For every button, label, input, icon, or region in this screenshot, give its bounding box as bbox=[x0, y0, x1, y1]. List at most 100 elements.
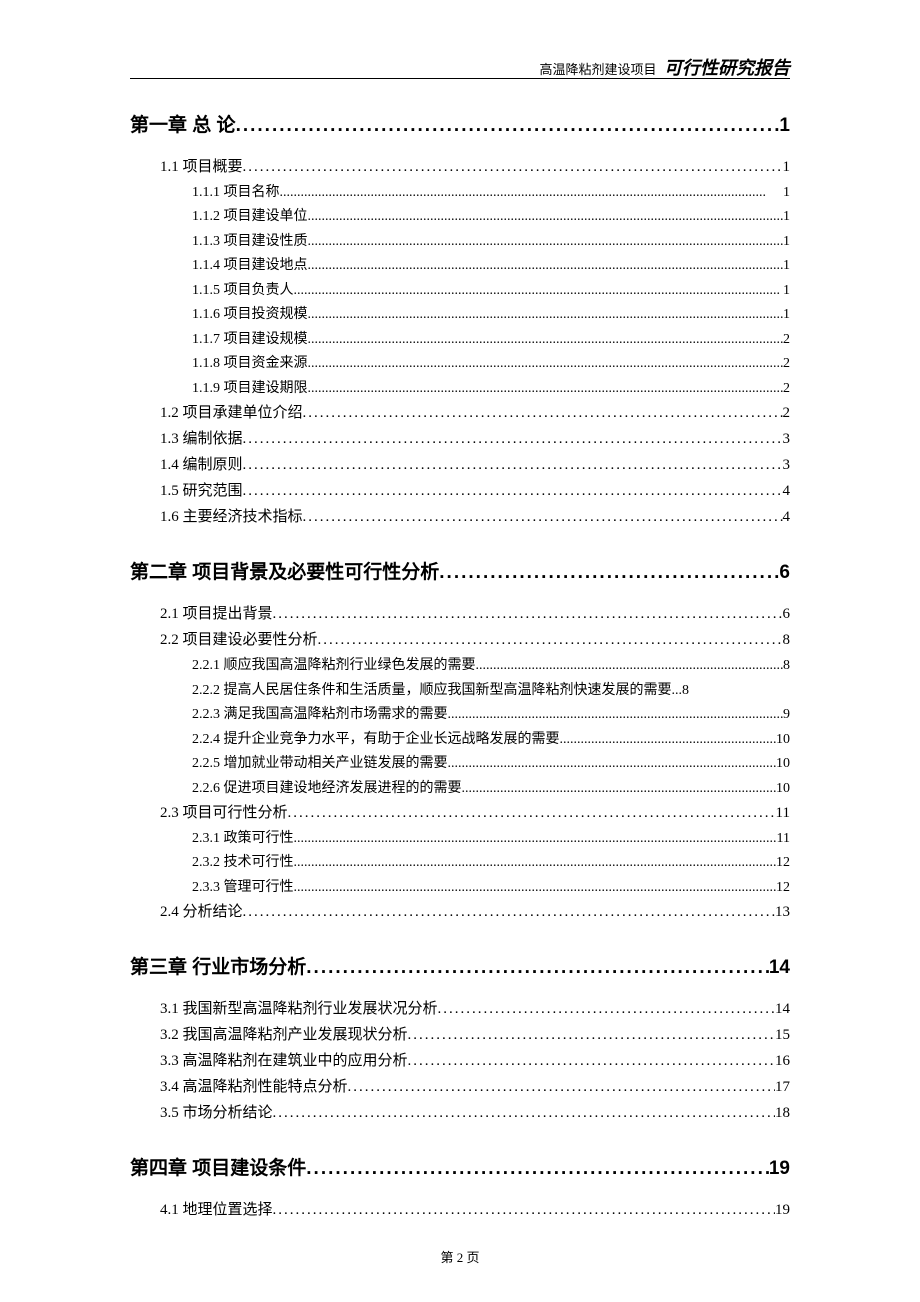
toc-entry-page: 18 bbox=[775, 1101, 790, 1127]
toc-leader-dots bbox=[308, 377, 784, 402]
toc-entry-page: 6 bbox=[783, 602, 791, 628]
toc-entry: 2.2.4 提升企业竞争力水平，有助于企业长远战略发展的需要10 bbox=[192, 728, 790, 753]
header-project: 高温降粘剂建设项目 bbox=[539, 62, 656, 77]
toc-entry-label: 1.1.5 项目负责人 bbox=[192, 279, 294, 304]
toc-entry-label: 1.1.6 项目投资规模 bbox=[192, 303, 308, 328]
toc-leader-dots bbox=[348, 1075, 775, 1101]
toc-leader-dots bbox=[294, 851, 777, 876]
toc-entry: 2.2.6 促进项目建设地经济发展进程的的需要 10 bbox=[192, 777, 790, 802]
toc-entry: 1.5 研究范围4 bbox=[160, 479, 790, 505]
toc-entry-page: 10 bbox=[776, 777, 790, 802]
toc-entry-label: 1.1.9 项目建设期限 bbox=[192, 377, 308, 402]
toc-entry-label: 3.2 我国高温降粘剂产业发展现状分析 bbox=[160, 1023, 408, 1049]
toc-entry-label: 1.1 项目概要 bbox=[160, 155, 243, 181]
toc-leader-dots bbox=[308, 254, 784, 279]
toc-entry-label: 2.3 项目可行性分析 bbox=[160, 801, 288, 827]
toc-entry-page: 2 bbox=[783, 328, 790, 353]
toc-entry-page: 1 bbox=[783, 230, 790, 255]
toc-entry-page: 1 bbox=[783, 155, 791, 181]
toc-entry: 3.5 市场分析结论 18 bbox=[160, 1101, 790, 1127]
toc-entry: 1.4 编制原则3 bbox=[160, 453, 790, 479]
toc-entry-label: 2.3.2 技术可行性 bbox=[192, 851, 294, 876]
toc-leader-dots bbox=[439, 562, 779, 584]
toc-entry-page: 14 bbox=[769, 957, 790, 979]
toc-leader-dots bbox=[308, 328, 784, 353]
toc-entry-page: 19 bbox=[769, 1158, 790, 1180]
toc-entry: 第三章 行业市场分析14 bbox=[130, 952, 790, 979]
toc-entry-page: 2 bbox=[783, 377, 790, 402]
toc-entry-label: 1.1.1 项目名称 bbox=[192, 181, 280, 206]
toc-leader-dots bbox=[408, 1023, 775, 1049]
toc-entry-label: 1.5 研究范围 bbox=[160, 479, 243, 505]
toc-leader-dots bbox=[303, 505, 783, 531]
toc-entry-label: 2.2.1 顺应我国高温降粘剂行业绿色发展的需要 bbox=[192, 654, 476, 679]
toc-entry-label: 2.3.1 政策可行性 bbox=[192, 827, 294, 852]
toc-entry: 3.2 我国高温降粘剂产业发展现状分析 15 bbox=[160, 1023, 790, 1049]
toc-entry-page: 8 bbox=[783, 628, 791, 654]
toc-leader-dots bbox=[408, 1049, 775, 1075]
toc-leader-dots bbox=[294, 876, 777, 901]
toc-entry-label: 3.5 市场分析结论 bbox=[160, 1101, 273, 1127]
toc-entry-label: 3.1 我国新型高温降粘剂行业发展状况分析 bbox=[160, 997, 438, 1023]
toc-entry-page: 17 bbox=[775, 1075, 790, 1101]
toc-entry-label: 2.2.3 满足我国高温降粘剂市场需求的需要 bbox=[192, 703, 448, 728]
toc-entry-label: 1.1.2 项目建设单位 bbox=[192, 205, 308, 230]
toc-leader-dots bbox=[273, 1101, 775, 1127]
toc-entry-page: 4 bbox=[783, 505, 791, 531]
toc-entry-page: 19 bbox=[775, 1198, 790, 1224]
toc-entry: 第四章 项目建设条件19 bbox=[130, 1153, 790, 1180]
toc-entry: 4.1 地理位置选择19 bbox=[160, 1198, 790, 1224]
toc-entry: 第一章 总 论1 bbox=[130, 110, 790, 137]
toc-entry-page: 6 bbox=[779, 562, 790, 584]
toc-entry-label: 3.3 高温降粘剂在建筑业中的应用分析 bbox=[160, 1049, 408, 1075]
toc-leader-dots bbox=[308, 303, 784, 328]
toc-entry-label: 1.3 编制依据 bbox=[160, 427, 243, 453]
toc-leader-dots bbox=[448, 703, 784, 728]
toc-entry: 1.1.5 项目负责人1 bbox=[192, 279, 790, 304]
toc-leader-dots bbox=[243, 479, 783, 505]
toc-entry-page: 12 bbox=[776, 876, 790, 901]
toc-entry: 1.1 项目概要 1 bbox=[160, 155, 790, 181]
toc-entry-page: 1 bbox=[783, 205, 790, 230]
toc-entry-label: 1.6 主要经济技术指标 bbox=[160, 505, 303, 531]
toc-entry-page: 10 bbox=[776, 752, 790, 777]
toc-leader-dots bbox=[243, 900, 775, 926]
toc-entry: 1.1.4 项目建设地点1 bbox=[192, 254, 790, 279]
toc-leader-dots bbox=[243, 427, 783, 453]
toc-entry-page: 11 bbox=[776, 801, 790, 827]
toc-leader-dots bbox=[560, 728, 777, 753]
toc-entry-page: 16 bbox=[775, 1049, 790, 1075]
toc-entry: 2.2.2 提高人民居住条件和生活质量，顺应我国新型高温降粘剂快速发展的需要..… bbox=[192, 679, 790, 704]
page-footer: 第 2 页 bbox=[0, 1247, 920, 1266]
toc-entry-label: 2.2.6 促进项目建设地经济发展进程的的需要 bbox=[192, 777, 462, 802]
toc-entry: 3.3 高温降粘剂在建筑业中的应用分析 16 bbox=[160, 1049, 790, 1075]
toc-entry-page: 2 bbox=[783, 352, 790, 377]
toc-entry-label: 3.4 高温降粘剂性能特点分析 bbox=[160, 1075, 348, 1101]
toc-leader-dots bbox=[308, 352, 784, 377]
toc-entry: 2.2.3 满足我国高温降粘剂市场需求的需要9 bbox=[192, 703, 790, 728]
toc-entry: 3.1 我国新型高温降粘剂行业发展状况分析 14 bbox=[160, 997, 790, 1023]
toc-entry: 1.1.9 项目建设期限 2 bbox=[192, 377, 790, 402]
toc-entry: 1.1.6 项目投资规模1 bbox=[192, 303, 790, 328]
toc-leader-dots bbox=[438, 997, 775, 1023]
toc-entry: 1.1.3 项目建设性质1 bbox=[192, 230, 790, 255]
toc-entry: 第二章 项目背景及必要性可行性分析6 bbox=[130, 557, 790, 584]
toc-entry-page: 11 bbox=[777, 827, 790, 852]
toc-leader-dots bbox=[462, 777, 777, 802]
toc-entry-page: 1 bbox=[783, 254, 790, 279]
toc-entry-page: 10 bbox=[776, 728, 790, 753]
toc-entry-label: 1.1.8 项目资金来源 bbox=[192, 352, 308, 377]
toc-entry: 2.2.1 顺应我国高温降粘剂行业绿色发展的需要8 bbox=[192, 654, 790, 679]
toc-entry-label: 2.2.5 增加就业带动相关产业链发展的需要 bbox=[192, 752, 448, 777]
toc-entry: 1.3 编制依据3 bbox=[160, 427, 790, 453]
toc-leader-dots bbox=[294, 279, 784, 304]
toc-entry: 1.1.8 项目资金来源 2 bbox=[192, 352, 790, 377]
toc-leader-dots bbox=[294, 827, 777, 852]
toc-entry-page: 14 bbox=[775, 997, 790, 1023]
toc-leader-dots bbox=[303, 401, 783, 427]
toc-leader-dots bbox=[308, 230, 784, 255]
toc-entry-page: 15 bbox=[775, 1023, 790, 1049]
toc-entry-page: 12 bbox=[776, 851, 790, 876]
toc-leader-dots bbox=[288, 801, 776, 827]
toc-entry: 1.2 项目承建单位介绍2 bbox=[160, 401, 790, 427]
